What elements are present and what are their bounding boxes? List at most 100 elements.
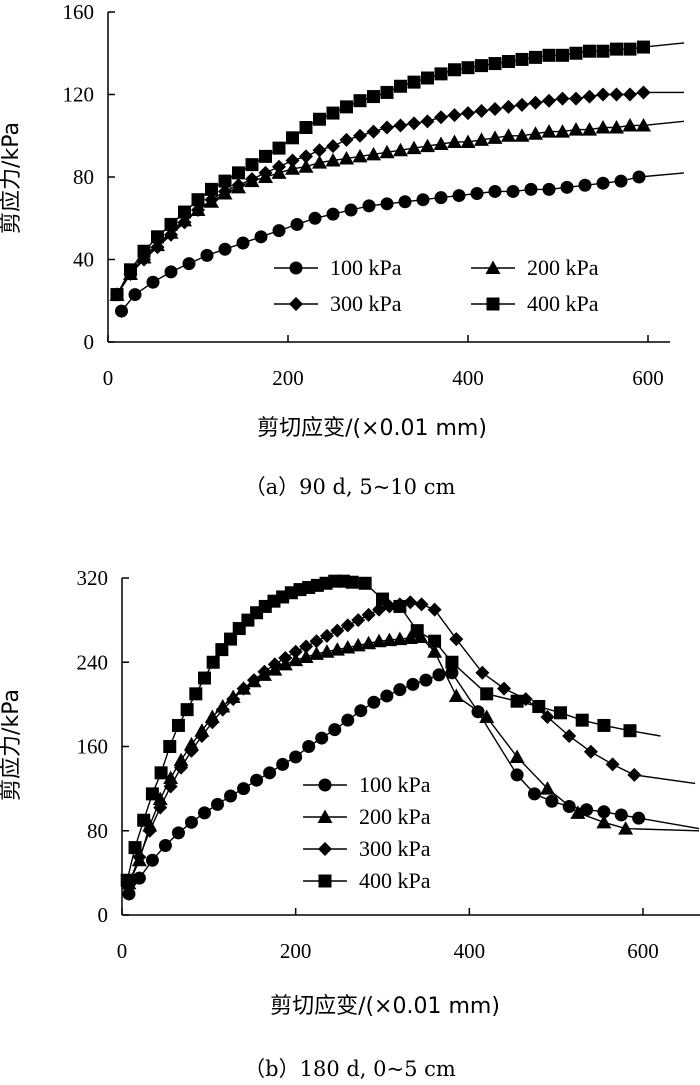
panel-a-point-200kpa: [514, 128, 530, 142]
panel-b-legend-label: 100 kPa: [359, 772, 431, 797]
panel-a-point-400kpa: [367, 90, 380, 104]
panel-b-y-axis-label: 剪应力/kPa: [0, 689, 24, 801]
panel-a-point-100kpa: [380, 197, 394, 211]
panel-b-point-300kpa: [226, 692, 241, 707]
panel-b-point-100kpa: [545, 794, 559, 808]
panel-a-y-tick-label: 0: [84, 330, 95, 354]
panel-a-point-100kpa: [272, 224, 286, 238]
panel-a-point-300kpa: [515, 97, 529, 112]
panel-b-legend-marker-200kpa: [317, 809, 333, 823]
panel-a-series-400kpa: [110, 40, 685, 302]
panel-a-point-200kpa: [433, 136, 449, 150]
panel-a-point-400kpa: [313, 112, 326, 126]
panel-a-point-200kpa: [541, 124, 557, 138]
panel-a-point-300kpa: [528, 95, 543, 110]
panel-b-point-200kpa: [448, 688, 464, 702]
panel-b-point-300kpa: [194, 728, 209, 743]
panel-b-point-200kpa: [371, 633, 387, 648]
panel-a-point-200kpa: [393, 142, 408, 157]
panel-a-point-200kpa: [312, 155, 327, 169]
panel-a-legend-item-400kpa: 400 kPa: [471, 291, 599, 316]
panel-a-point-200kpa: [555, 124, 570, 138]
panel-a-y-axis-label: 剪应力/kPa: [0, 122, 24, 234]
panel-a-point-300kpa: [339, 132, 354, 147]
panel-a-point-100kpa: [470, 187, 484, 200]
panel-b-point-400kpa: [358, 576, 372, 590]
panel-a-point-200kpa: [150, 237, 165, 252]
panel-a-point-400kpa: [394, 79, 407, 93]
panel-b-legend-label: 200 kPa: [359, 804, 431, 829]
panel-a-point-300kpa: [420, 114, 435, 129]
panel-a-point-400kpa: [556, 48, 569, 62]
panel-a-point-200kpa: [325, 153, 341, 167]
panel-b-point-100kpa: [263, 766, 277, 780]
panel-a-point-300kpa: [326, 139, 340, 154]
panel-b-point-100kpa: [527, 787, 541, 801]
panel-b-point-100kpa: [211, 797, 225, 811]
panel-a-point-400kpa: [137, 244, 151, 258]
panel-b-point-300kpa: [605, 757, 620, 772]
panel-a-point-100kpa: [164, 265, 178, 279]
panel-a-point-300kpa: [393, 118, 408, 133]
panel-b-legend-item-100kpa: 100 kPa: [303, 772, 431, 797]
panel-a-point-100kpa: [344, 203, 358, 217]
panel-a-point-400kpa: [178, 205, 191, 219]
panel-a-point-200kpa: [447, 134, 462, 148]
panel-a-point-100kpa: [362, 199, 376, 213]
panel-a-point-100kpa: [128, 288, 142, 302]
panel-a-point-100kpa: [506, 184, 520, 198]
panel-b-point-200kpa: [570, 805, 586, 819]
panel-b-series: [120, 574, 700, 901]
panel-a-point-200kpa: [258, 169, 273, 183]
panel-a-point-100kpa: [146, 275, 160, 289]
panel-b-point-300kpa: [288, 644, 303, 659]
panel-b-point-400kpa: [224, 632, 238, 646]
panel-a-point-400kpa: [475, 59, 488, 73]
panel-b-series-400kpa: [120, 574, 661, 887]
panel-a-point-400kpa: [569, 46, 583, 60]
panel-b-point-300kpa: [319, 628, 334, 643]
panel-b-point-300kpa: [475, 665, 490, 680]
panel-b-point-100kpa: [250, 773, 264, 787]
panel-a-point-100kpa: [434, 191, 448, 205]
panel-a-point-400kpa: [610, 42, 623, 56]
panel-b-point-300kpa: [236, 681, 251, 696]
panel-a-point-200kpa: [528, 126, 543, 140]
panel-a-point-100kpa: [308, 211, 322, 225]
panel-a-point-200kpa: [460, 134, 476, 148]
panel-a-point-100kpa: [524, 182, 538, 196]
panel-b-point-200kpa: [392, 631, 408, 646]
panel-b-point-300kpa: [497, 681, 512, 696]
panel-b-point-100kpa: [145, 853, 159, 867]
panel-b-point-300kpa: [299, 639, 314, 654]
panel-a-point-400kpa: [353, 94, 367, 108]
panel-a-point-200kpa: [595, 120, 611, 134]
panel-a-chart: 0 40 80 120 160 0 200 400 600 100 kPa 300 kPa 200…: [0, 0, 685, 499]
panel-b-point-400kpa: [137, 813, 151, 827]
panel-a-caption: （a）90 d, 5~10 cm: [245, 475, 456, 499]
panel-a-point-300kpa: [434, 110, 448, 125]
panel-a-point-400kpa: [110, 288, 124, 302]
panel-b-point-400kpa: [410, 624, 424, 638]
panel-b-y-tick-label: 320: [77, 566, 109, 590]
panel-b-point-100kpa: [237, 782, 251, 796]
panel-b-point-300kpa: [427, 602, 442, 617]
panel-b-point-400kpa: [428, 634, 442, 648]
panel-b-point-400kpa: [171, 718, 185, 732]
panel-a-point-300kpa: [299, 149, 313, 164]
panel-b-point-400kpa: [180, 703, 194, 717]
panel-a-x-axis-label: 剪切应变/(×0.01 mm): [257, 416, 487, 441]
panel-b-point-100kpa: [510, 768, 524, 782]
panel-a-point-100kpa: [290, 217, 304, 231]
panel-a-legend-item-200kpa: 200 kPa: [471, 255, 599, 280]
panel-a-point-100kpa: [416, 193, 430, 207]
panel-b-point-100kpa: [393, 683, 407, 697]
panel-a-point-400kpa: [218, 174, 232, 188]
panel-b-point-100kpa: [419, 673, 433, 687]
panel-a-x-tick-label: 400: [452, 366, 484, 390]
panel-b-point-200kpa: [183, 736, 199, 751]
panel-a-x-tick-label: 200: [272, 366, 304, 390]
panel-a-point-200kpa: [163, 225, 179, 239]
panel-b-point-400kpa: [532, 699, 546, 713]
